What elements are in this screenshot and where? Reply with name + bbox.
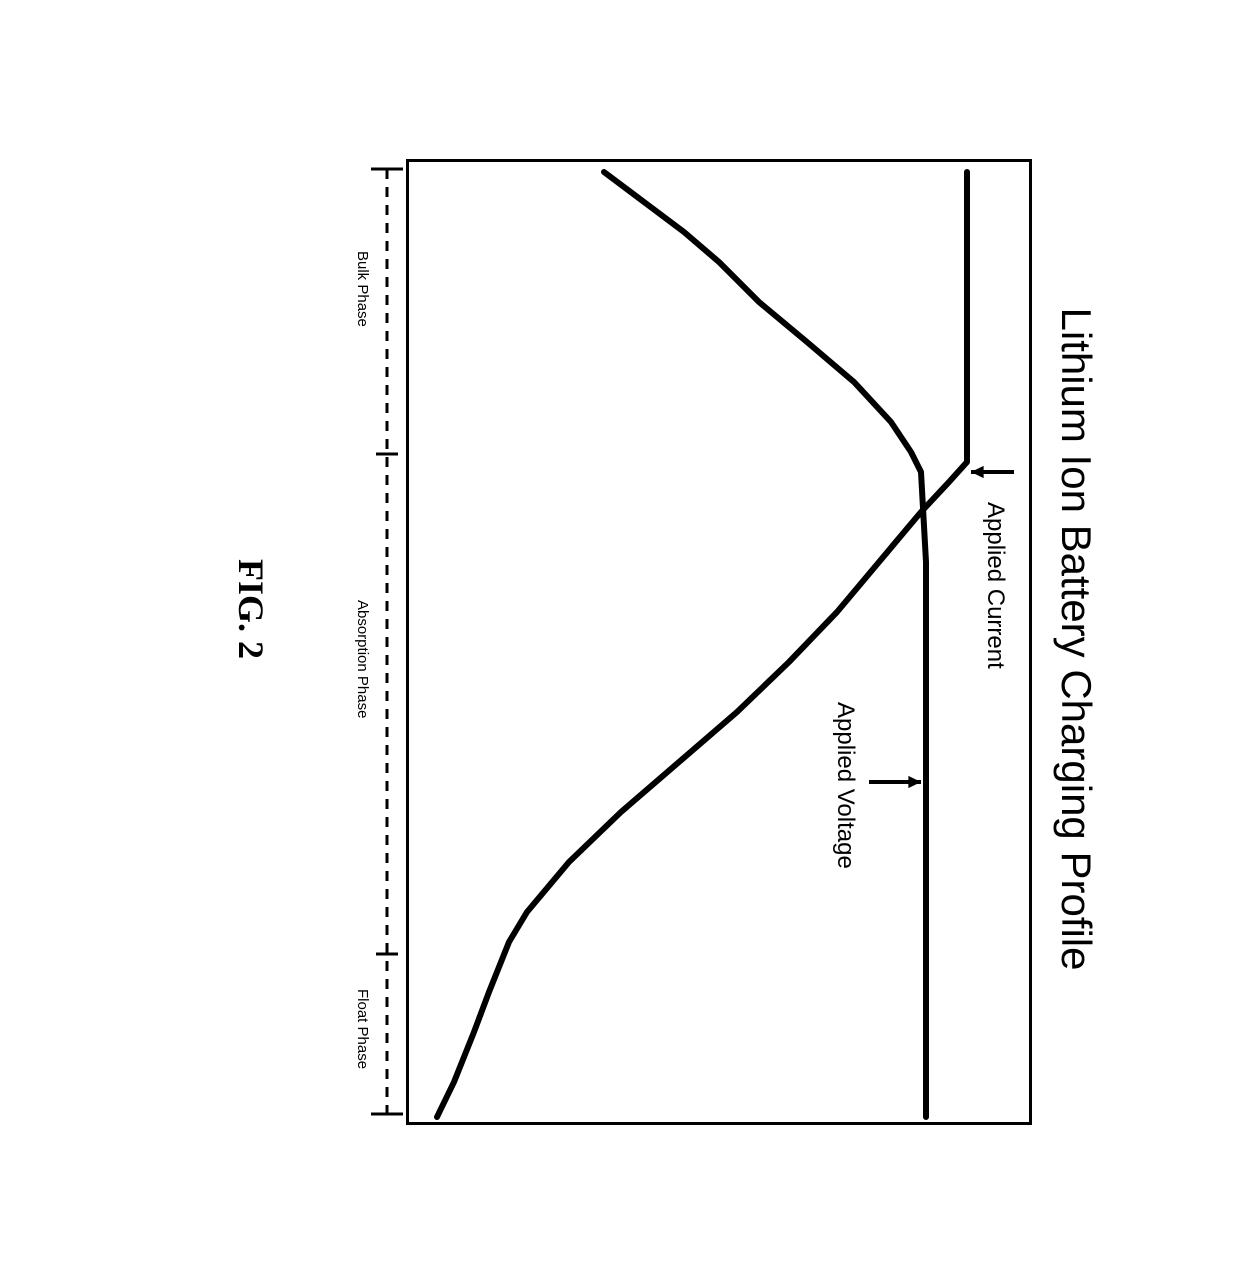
- phase-label: Bulk Phase: [354, 251, 371, 327]
- series-label: Applied Voltage: [831, 702, 859, 869]
- phase-axis-labels: Bulk Phase Absorption Phase Float Phase: [342, 159, 402, 1119]
- chart-wrapper: Applied CurrentApplied Voltage Bulk Phas…: [406, 159, 1032, 1119]
- chart-title: Lithium Ion Battery Charging Profile: [1052, 79, 1100, 1199]
- phase-label: Absorption Phase: [354, 600, 371, 718]
- chart-plot-area: Applied Current Applied Voltage: [406, 159, 1032, 1125]
- phase-label: Float Phase: [354, 989, 371, 1069]
- figure-number-label: FIG. 2: [230, 559, 272, 659]
- chart-svg: [409, 162, 1029, 1122]
- series-label: Applied Current: [981, 502, 1009, 669]
